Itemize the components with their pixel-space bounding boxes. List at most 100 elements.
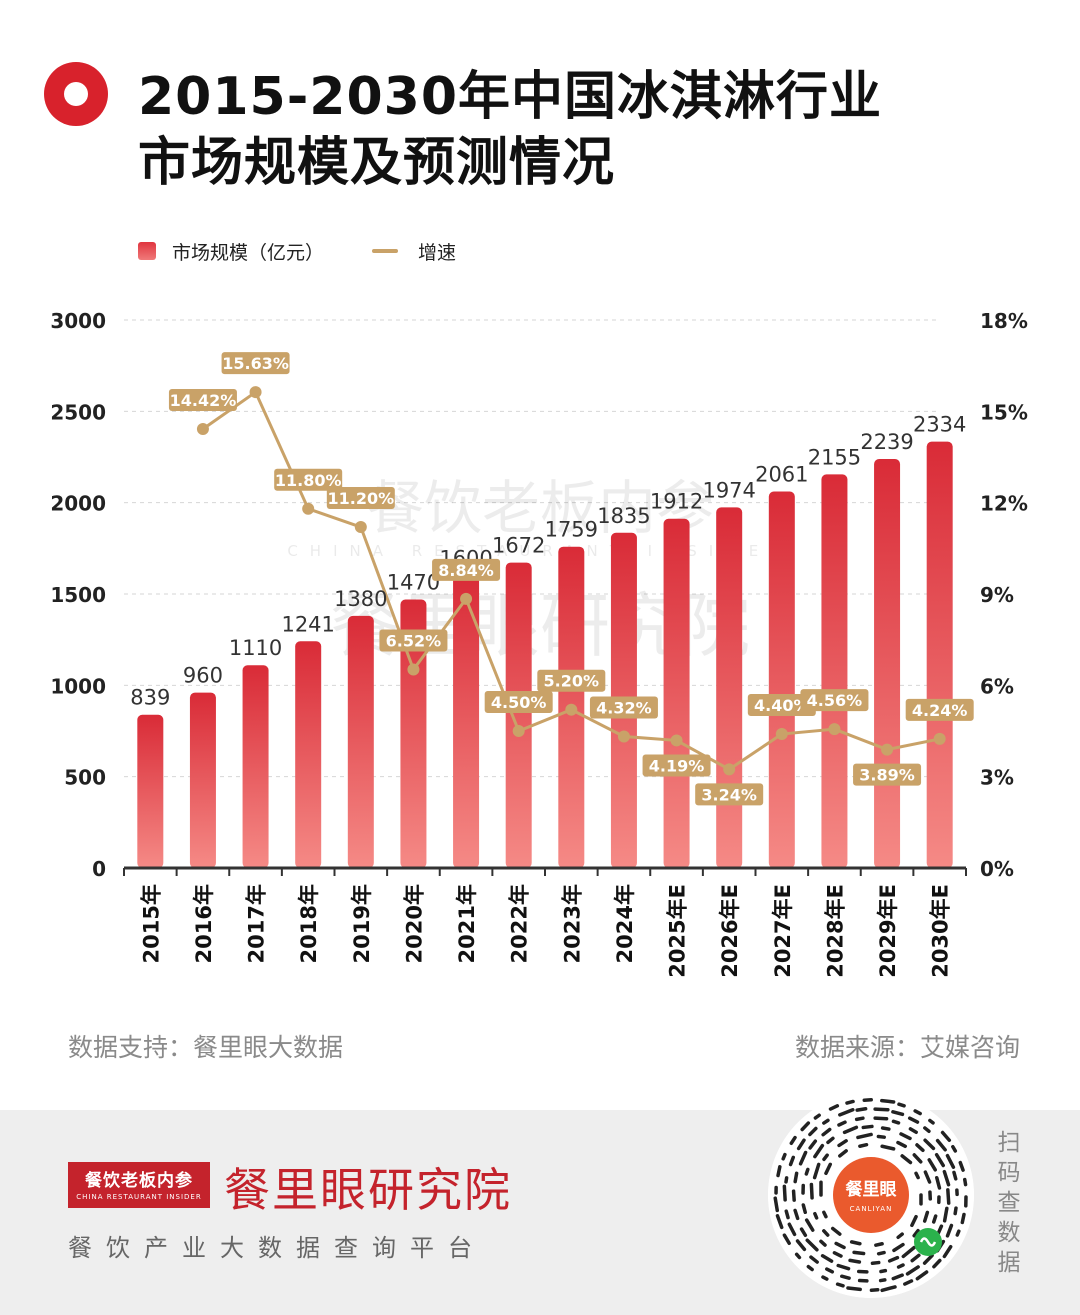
legend-bar-swatch: [138, 242, 156, 260]
scan-hint: 扫 码 查 数 据: [994, 1128, 1024, 1278]
y-left-tick-label: 1000: [50, 674, 106, 698]
bar-value-label: 1759: [545, 518, 598, 542]
growth-label: 3.89%: [853, 763, 922, 786]
title-line-2: 市场规模及预测情况: [138, 133, 616, 193]
x-category-label: 2030年E: [929, 884, 953, 978]
growth-label: 8.84%: [432, 558, 501, 581]
x-category-label: 2029年E: [876, 884, 900, 978]
growth-point: [670, 734, 683, 747]
bar: [295, 641, 322, 868]
growth-point: [775, 728, 788, 741]
watermark-en: CHINA RESTAURANT INSIDER: [287, 542, 792, 560]
bar: [400, 599, 427, 868]
growth-point: [196, 422, 209, 435]
bar: [453, 575, 480, 868]
bar-value-label: 1835: [597, 504, 650, 528]
bar-value-label: 1110: [229, 636, 282, 660]
data-source-note: 数据来源：艾媒咨询: [794, 1033, 1020, 1062]
growth-label: 4.32%: [589, 696, 658, 719]
brand-logo-text: 餐饮老板内参: [85, 1171, 193, 1191]
growth-point: [617, 730, 630, 743]
bar-value-label: 1241: [281, 612, 334, 636]
x-category-label: 2025年E: [666, 884, 690, 978]
bar-value-label: 960: [183, 664, 223, 688]
y-right-tick-label: 9%: [980, 583, 1014, 607]
bar-value-label: 2061: [755, 463, 808, 487]
svg-text:4.24%: 4.24%: [912, 701, 968, 720]
svg-text:5.20%: 5.20%: [544, 672, 600, 691]
svg-text:15.63%: 15.63%: [222, 354, 289, 373]
svg-text:4.56%: 4.56%: [807, 691, 863, 710]
growth-label: 4.56%: [800, 689, 869, 712]
scan-char: 数: [997, 1220, 1021, 1246]
qr-center-label: 餐里眼: [846, 1179, 897, 1200]
bar-value-label: 1974: [702, 478, 755, 502]
growth-point: [512, 725, 525, 737]
growth-point: [828, 723, 841, 736]
scan-char: 查: [997, 1190, 1021, 1216]
bar-value-label: 1672: [492, 534, 545, 558]
ring-icon: [44, 62, 108, 126]
bar: [347, 615, 374, 868]
bar-value-label: 2155: [808, 445, 861, 469]
growth-label: 4.40%: [747, 694, 816, 717]
scan-char: 据: [997, 1250, 1021, 1276]
y-left-tick-label: 3000: [50, 309, 106, 333]
brand-tagline: 餐饮产业大数据查询平台: [68, 1234, 486, 1262]
bar: [242, 665, 269, 868]
x-category-label: 2017年: [245, 884, 269, 963]
x-category-label: 2015年: [139, 884, 163, 963]
growth-label: 6.52%: [379, 629, 448, 652]
bar: [768, 491, 795, 868]
y-right-tick-label: 0%: [980, 857, 1014, 881]
x-category-label: 2021年: [455, 884, 479, 963]
bar-value-label: 2239: [860, 430, 913, 454]
bar: [874, 459, 901, 868]
qr-code[interactable]: 餐里眼 CANLIYAN: [768, 1092, 974, 1298]
growth-point: [302, 502, 315, 515]
y-left-tick-label: 2500: [50, 400, 106, 424]
watermark-main: 餐饮老板内参: [366, 474, 714, 542]
y-right-tick-label: 12%: [980, 492, 1028, 516]
growth-point: [460, 592, 473, 605]
qr-center-en: CANLIYAN: [850, 1205, 893, 1213]
legend-bar-label: 市场规模（亿元）: [172, 241, 325, 264]
page-title: 2015-2030年中国冰淇淋行业 市场规模及预测情况: [138, 64, 882, 196]
bar: [189, 692, 216, 868]
svg-text:8.84%: 8.84%: [438, 561, 494, 580]
svg-text:11.20%: 11.20%: [327, 489, 394, 508]
svg-text:11.80%: 11.80%: [275, 471, 342, 490]
x-category-label: 2027年E: [771, 884, 795, 978]
data-support-note: 数据支持：餐里眼大数据: [68, 1033, 344, 1062]
x-category-label: 2018年: [297, 884, 321, 963]
y-right-tick-label: 15%: [980, 400, 1028, 424]
scan-char: 扫: [997, 1130, 1021, 1156]
svg-text:3.24%: 3.24%: [701, 785, 757, 804]
svg-text:6.52%: 6.52%: [386, 632, 442, 651]
x-category-label: 2019年: [350, 884, 374, 963]
bar: [821, 474, 848, 868]
svg-text:4.40%: 4.40%: [754, 696, 810, 715]
growth-point: [933, 732, 946, 745]
bar-value-label: 2334: [913, 413, 966, 437]
growth-point: [723, 763, 736, 776]
growth-label: 4.24%: [905, 698, 974, 721]
bar-value-label: 839: [130, 686, 170, 710]
svg-text:4.50%: 4.50%: [491, 693, 547, 712]
bar: [505, 562, 532, 868]
bar-value-label: 1470: [387, 570, 440, 594]
bar-value-label: 1912: [650, 490, 703, 514]
bar: [137, 714, 164, 868]
growth-point: [407, 663, 420, 676]
growth-point: [354, 521, 367, 534]
growth-label: 4.50%: [484, 691, 553, 713]
y-left-tick-label: 1500: [50, 583, 106, 607]
growth-label: 11.20%: [326, 487, 395, 510]
y-right-tick-label: 3%: [980, 766, 1014, 790]
x-category-label: 2016年: [192, 884, 216, 963]
growth-label: 4.19%: [642, 754, 711, 777]
bar-value-label: 1380: [334, 587, 387, 611]
x-category-label: 2024年: [613, 884, 637, 963]
